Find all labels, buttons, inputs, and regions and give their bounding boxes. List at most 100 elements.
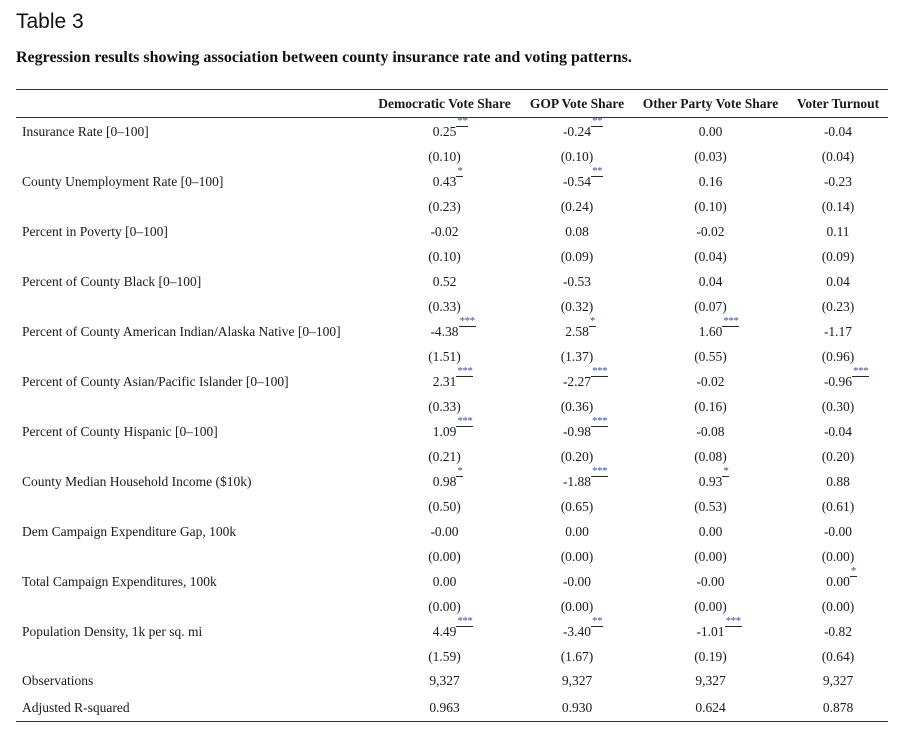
spacer-cell bbox=[16, 346, 368, 368]
standard-error-value: (0.10) bbox=[428, 248, 461, 264]
coefficient-cell: 2.31 *** bbox=[368, 364, 521, 396]
coefficient-row: County Unemployment Rate [0–100] 0.43 * -0.… bbox=[16, 165, 888, 196]
coefficient-cell: -0.02 bbox=[368, 218, 521, 246]
standard-error-value: (0.00) bbox=[560, 598, 594, 614]
coefficient-wrap: 0.04 bbox=[699, 274, 723, 290]
coefficient-wrap: -1.88 *** bbox=[563, 465, 609, 490]
coefficient-wrap: -4.38 *** bbox=[430, 315, 476, 340]
coefficient-wrap: -0.54 ** bbox=[563, 165, 604, 190]
column-header-voter-turnout: Voter Turnout bbox=[788, 89, 888, 118]
coefficient-cell: 0.43 * bbox=[368, 165, 521, 196]
coefficient-cell: -0.23 bbox=[788, 168, 888, 196]
table-caption: Regression results showing association b… bbox=[16, 49, 632, 66]
coefficient-wrap: 0.00 bbox=[699, 524, 723, 540]
significance-stars: *** bbox=[458, 314, 476, 327]
coefficient-row: Percent in Poverty [0–100] -0.02 0.08 -0.02… bbox=[16, 218, 888, 246]
statistics-row: Adjusted R-squared 0.963 0.930 0.624 0.878 bbox=[16, 694, 888, 722]
coefficient-value: 0.00 bbox=[432, 573, 457, 589]
standard-error-value: (0.36) bbox=[560, 398, 594, 414]
standard-error-value: (0.00) bbox=[560, 548, 594, 564]
coefficient-wrap: 0.43 * bbox=[432, 165, 464, 190]
significance-stars: *** bbox=[456, 614, 474, 627]
coefficient-wrap: -2.27 *** bbox=[563, 365, 609, 390]
significance-stars: ** bbox=[591, 164, 604, 177]
coefficient-wrap: -0.04 bbox=[824, 124, 852, 140]
coefficient-wrap: 2.58 * bbox=[565, 315, 596, 340]
significance-stars: * bbox=[456, 464, 464, 477]
standard-error-value: (0.00) bbox=[428, 598, 461, 614]
coefficient-value: 0.43 bbox=[432, 173, 457, 189]
coefficient-wrap: -3.40 ** bbox=[563, 615, 604, 640]
coefficient-cell: -1.01 *** bbox=[633, 615, 788, 646]
coefficient-wrap: -0.98 *** bbox=[563, 415, 609, 440]
coefficient-wrap: 4.49 *** bbox=[433, 615, 474, 640]
spacer-cell bbox=[16, 146, 368, 168]
coefficient-wrap: -0.04 bbox=[824, 424, 852, 440]
standard-error-value: (0.00) bbox=[821, 548, 855, 564]
coefficient-cell: 0.00 bbox=[633, 518, 788, 546]
coefficient-cell: 4.49 *** bbox=[368, 615, 521, 646]
statistic-value: 9,327 bbox=[429, 673, 460, 688]
statistic-value: 9,327 bbox=[822, 673, 854, 688]
significance-stars: *** bbox=[456, 364, 474, 377]
coefficient-value: -0.02 bbox=[696, 373, 725, 389]
standard-error-row: (0.33) (0.32) (0.07) (0.23) bbox=[16, 296, 888, 318]
coefficient-cell: -0.00 bbox=[368, 518, 521, 546]
coefficient-cell: -0.00 bbox=[788, 518, 888, 546]
coefficient-wrap: 1.09 *** bbox=[433, 415, 474, 440]
standard-error-value: (1.51) bbox=[428, 348, 461, 364]
statistic-name: Adjusted R-squared bbox=[16, 694, 368, 722]
coefficient-cell: 0.16 bbox=[633, 168, 788, 196]
coefficient-value: -0.02 bbox=[696, 223, 725, 239]
header-row: Democratic Vote Share GOP Vote Share Oth… bbox=[16, 89, 888, 118]
standard-error-value: (0.65) bbox=[560, 498, 594, 514]
coefficient-cell: -1.17 bbox=[788, 318, 888, 346]
standard-error-value: (0.07) bbox=[694, 298, 727, 314]
coefficient-wrap: 0.52 bbox=[433, 274, 457, 290]
standard-error-row: (1.51) (1.37) (0.55) (0.96) bbox=[16, 346, 888, 368]
coefficient-cell: -0.54 ** bbox=[521, 165, 633, 196]
coefficient-wrap: 0.00 bbox=[433, 574, 457, 590]
coefficient-cell: -0.53 bbox=[521, 268, 633, 296]
coefficient-cell: -0.08 bbox=[633, 418, 788, 446]
coefficient-value: -0.24 bbox=[562, 123, 592, 139]
standard-error-row: (0.50) (0.65) (0.53) (0.61) bbox=[16, 496, 888, 518]
coefficient-cell: -3.40 ** bbox=[521, 615, 633, 646]
standard-error-value: (0.50) bbox=[428, 498, 461, 514]
coefficient-cell: -0.00 bbox=[521, 568, 633, 596]
statistic-value: 0.930 bbox=[521, 694, 633, 722]
coefficient-value: -0.53 bbox=[562, 273, 592, 289]
variable-name: Percent of County Hispanic [0–100] bbox=[22, 423, 218, 439]
statistic-value: 9,327 bbox=[561, 673, 593, 688]
coefficient-wrap: 0.08 bbox=[565, 224, 589, 240]
variable-name: Insurance Rate [0–100] bbox=[22, 123, 149, 139]
spacer-cell bbox=[16, 546, 368, 568]
statistic-value: 0.963 bbox=[368, 694, 521, 722]
coefficient-cell: 0.00 bbox=[633, 118, 788, 146]
standard-error-value: (0.10) bbox=[428, 148, 461, 164]
standard-error-value: (1.67) bbox=[560, 648, 594, 664]
coefficient-row: Dem Campaign Expenditure Gap, 100k -0.00 0… bbox=[16, 518, 888, 546]
spacer-cell bbox=[16, 596, 368, 618]
coefficient-value: -0.00 bbox=[562, 573, 592, 589]
coefficient-value: 2.58 bbox=[565, 323, 589, 339]
coefficient-value: -0.82 bbox=[823, 623, 853, 639]
standard-error-value: (0.24) bbox=[560, 198, 594, 214]
coefficient-value: 0.00 bbox=[565, 523, 589, 539]
standard-error-value: (0.04) bbox=[821, 148, 855, 164]
coefficient-value: -0.02 bbox=[430, 223, 459, 239]
variable-name: County Median Household Income ($10k) bbox=[22, 473, 252, 489]
standard-error-value: (0.20) bbox=[560, 448, 594, 464]
coefficient-wrap: 0.93 * bbox=[699, 465, 730, 490]
column-header-democratic-vote-share: Democratic Vote Share bbox=[368, 89, 521, 118]
coefficient-wrap: 0.00 bbox=[699, 124, 723, 140]
coefficient-cell: 0.11 bbox=[788, 218, 888, 246]
variable-name: County Unemployment Rate [0–100] bbox=[22, 173, 224, 189]
coefficient-value: -0.04 bbox=[823, 123, 853, 139]
standard-error-value: (0.00) bbox=[694, 548, 727, 564]
standard-error-value: (0.64) bbox=[821, 648, 855, 664]
standard-error-value: (0.00) bbox=[694, 598, 727, 614]
coefficient-row: Percent of County Hispanic [0–100] 1.09 **… bbox=[16, 415, 888, 446]
coefficient-wrap: -0.23 bbox=[824, 174, 852, 190]
spacer-cell bbox=[16, 246, 368, 268]
